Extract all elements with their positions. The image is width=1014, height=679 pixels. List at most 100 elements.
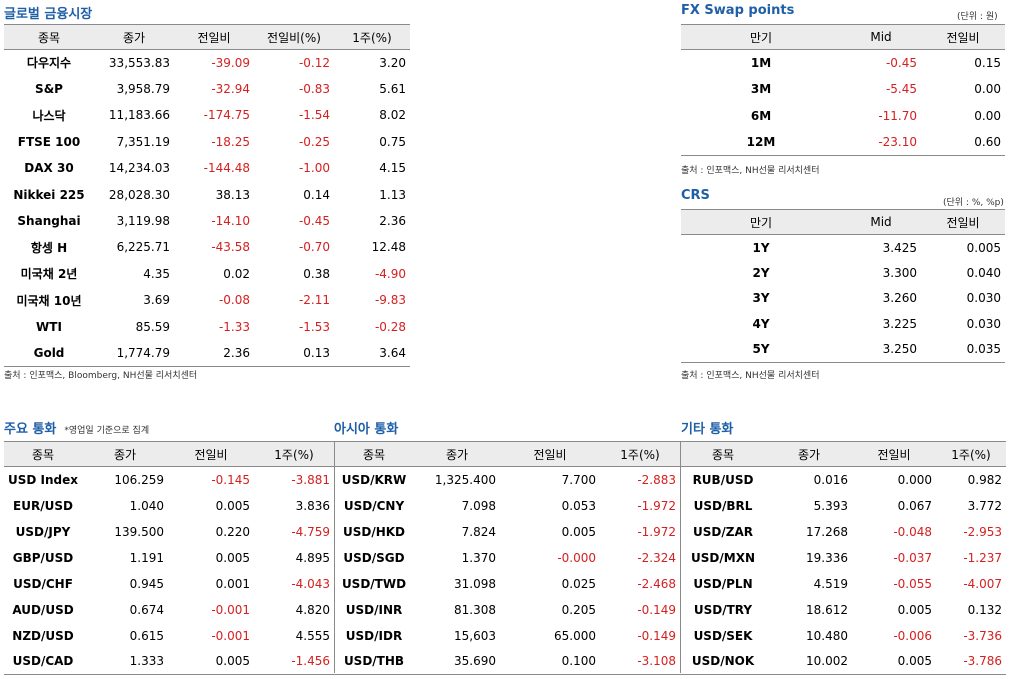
crs-source: 출처 : 인포맥스, NH선물 리서치센터 (681, 371, 820, 381)
major-currency-title: 주요 통화 *영업일 기준으로 집계 (4, 418, 149, 437)
row-label: GBP/USD (12, 550, 74, 565)
cell-value: 4.820 (295, 602, 330, 617)
cell-value: -3.108 (600, 648, 680, 675)
table-row: Shanghai 3,119.98 -14.10 -0.45 2.36 (4, 208, 410, 234)
cell-value: -0.45 (885, 56, 917, 70)
cell-value: 0.030 (966, 316, 1001, 331)
cell-value: 0.00 (974, 108, 1001, 123)
fx-swap-source: 출처 : 인포맥스, NH선물 리서치센터 (681, 166, 820, 176)
cell-value: 0.030 (966, 291, 1001, 306)
row-label: USD/CHF (13, 576, 73, 591)
cell-value: 0.14 (303, 187, 330, 202)
global-market-table: 종목 종가 전일비 전일비(%) 1주(%) 다우지수 33,553.83 -39.09 -0… (4, 24, 410, 367)
cell-value: 139.500 (114, 524, 164, 539)
table-row: USD Index 106.259 -0.145 -3.881 USD/KRW 1,325… (4, 467, 1006, 493)
cell-value: 0.067 (897, 498, 932, 513)
table-row: S&P 3,958.79 -32.94 -0.83 5.61 (4, 76, 410, 102)
cell-value: -0.037 (893, 550, 932, 565)
cell-value: -2.953 (963, 524, 1002, 539)
cell-value: 3.772 (967, 498, 1002, 513)
cell-value: 0.100 (500, 648, 600, 675)
cell-value: 4.555 (295, 628, 330, 643)
cell-value: 0.053 (561, 498, 596, 513)
row-label: USD/HKD (342, 524, 406, 539)
column-header: 종목 (334, 441, 414, 467)
cell-value: 0.15 (974, 56, 1001, 70)
cell-value: 0.13 (254, 339, 334, 367)
row-label: FTSE 100 (17, 134, 81, 149)
cell-value: -144.48 (203, 161, 250, 176)
cell-value: -0.145 (211, 472, 250, 487)
cell-value: 7,351.19 (116, 134, 170, 149)
table-row: EUR/USD 1.040 0.005 3.836 USD/CNY 7.098 0.053 -… (4, 493, 1006, 519)
cell-value: -18.25 (211, 134, 250, 149)
table-row: Gold 1,774.79 2.36 0.13 3.64 (4, 339, 410, 367)
cell-value: 0.005 (561, 524, 596, 539)
cell-value: 0.132 (967, 602, 1002, 617)
cell-value: -3.881 (291, 472, 330, 487)
cell-value: 7.700 (561, 472, 596, 487)
cell-value: 3.300 (882, 265, 917, 280)
column-header: 1주(%) (600, 441, 680, 467)
table-row: 3Y 3.260 0.030 (681, 286, 1005, 312)
cell-value: 0.005 (215, 550, 250, 565)
table-row: 3M -5.45 0.00 (681, 76, 1005, 103)
cell-value: 5.393 (813, 498, 848, 513)
cell-value: 3.20 (379, 55, 406, 70)
table-row: 미국채 2년 4.35 0.02 0.38 -4.90 (4, 261, 410, 287)
cell-value: 1.040 (129, 498, 164, 513)
row-label: 1M (750, 56, 772, 70)
row-label: 4Y (752, 316, 770, 331)
table-row: 12M -23.10 0.60 (681, 129, 1005, 156)
row-label: USD/INR (345, 602, 403, 617)
cell-value: 0.220 (215, 524, 250, 539)
fx-swap-title: FX Swap points (681, 3, 795, 18)
row-label: 3Y (752, 291, 770, 306)
cell-value: 12.48 (371, 240, 406, 255)
cell-value: -2.324 (637, 550, 676, 565)
currency-divider-right (680, 441, 681, 673)
row-label: EUR/USD (13, 498, 73, 513)
cell-value: -0.08 (218, 293, 250, 308)
table-row: 1M -0.45 0.15 (681, 50, 1005, 77)
cell-value: 1.370 (461, 550, 496, 565)
asia-currency-title: 아시아 통화 (334, 422, 399, 437)
cell-value: -3.786 (936, 648, 1006, 675)
cell-value: -4.759 (291, 524, 330, 539)
row-label: 나스닥 (32, 108, 66, 123)
cell-value: 5.61 (379, 82, 406, 97)
cell-value: 3.250 (841, 336, 921, 363)
row-label: 항셍 H (30, 240, 68, 255)
cell-value: -0.12 (298, 55, 330, 70)
cell-value: -0.25 (298, 134, 330, 149)
row-label: USD/NOK (680, 648, 766, 675)
column-header: 종목 (4, 24, 94, 50)
cell-value: 1,774.79 (94, 339, 174, 367)
cell-value: 0.615 (129, 628, 164, 643)
cell-value: 18.612 (806, 602, 848, 617)
table-row: USD/CHF 0.945 0.001 -4.043 USD/TWD 31.098 0.02… (4, 571, 1006, 597)
table-row: 다우지수 33,553.83 -39.09 -0.12 3.20 (4, 50, 410, 76)
row-label: USD/CNY (343, 498, 405, 513)
cell-value: -1.54 (298, 108, 330, 123)
row-label: RUB/USD (692, 472, 754, 487)
column-header: Mid (841, 209, 921, 235)
row-label: 미국채 2년 (20, 267, 78, 282)
cell-value: 0.005 (168, 648, 254, 675)
cell-value: 2.36 (174, 339, 254, 367)
row-label: USD/IDR (345, 628, 403, 643)
cell-value: 1.191 (129, 550, 164, 565)
cell-value: 0.000 (897, 472, 932, 487)
table-row: 미국채 10년 3.69 -0.08 -2.11 -9.83 (4, 287, 410, 313)
column-header: 만기 (681, 209, 841, 235)
cell-value: 4.35 (143, 266, 170, 281)
cell-value: -0.28 (374, 319, 406, 334)
column-header: 1주(%) (254, 441, 334, 467)
row-label: USD/JPY (15, 524, 71, 539)
crs-unit: (단위 : %, %p) (943, 198, 1004, 208)
cell-value: 0.674 (129, 602, 164, 617)
cell-value: -0.001 (211, 628, 250, 643)
cell-value: 1.13 (379, 187, 406, 202)
major-currency-label: 주요 통화 (4, 422, 57, 437)
row-label: 6M (750, 108, 772, 123)
